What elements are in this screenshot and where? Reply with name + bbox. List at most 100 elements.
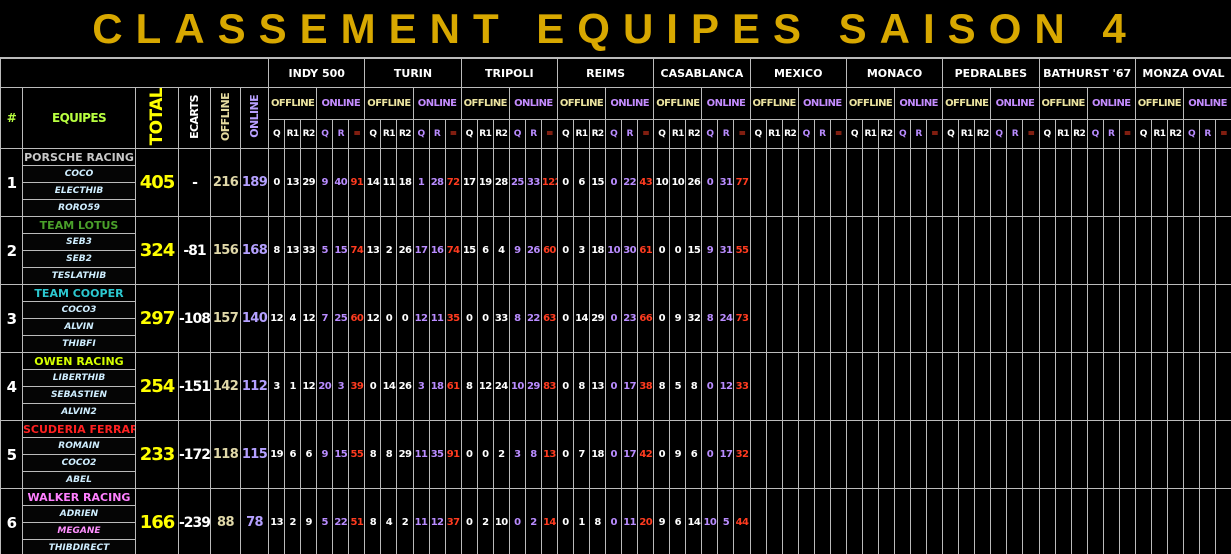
session-header: R [428, 118, 446, 150]
team-total: 233 [135, 420, 179, 490]
empty-cell [1215, 216, 1231, 286]
empty-cell [1070, 148, 1088, 218]
empty-cell [1118, 216, 1136, 286]
empty-cell [861, 488, 879, 554]
result-cell: 0 [653, 284, 671, 354]
session-header: R1 [861, 118, 879, 150]
result-cell: 14 [540, 488, 558, 554]
empty-cell [958, 284, 976, 354]
driver-name: THIBFI [22, 335, 136, 354]
result-cell: 39 [348, 352, 366, 422]
session-header: R2 [396, 118, 414, 150]
result-cell: 25 [508, 148, 526, 218]
team-offline: 216 [210, 148, 241, 218]
result-cell: 22 [332, 488, 350, 554]
empty-cell [1022, 420, 1040, 490]
result-cell: 1 [412, 148, 430, 218]
mode-header: OFFLINE [556, 87, 607, 120]
result-cell: 8 [460, 352, 478, 422]
result-cell: 17 [460, 148, 478, 218]
empty-cell [1022, 352, 1040, 422]
empty-cell [1038, 352, 1056, 422]
empty-cell [958, 352, 976, 422]
session-header: R [1198, 118, 1217, 150]
mode-header: ONLINE [797, 87, 847, 120]
empty-cell [781, 216, 799, 286]
result-cell: 2 [396, 488, 414, 554]
empty-cell [749, 148, 767, 218]
team-gap: -172 [178, 420, 211, 490]
driver-row: ALVIN2 [1, 403, 1231, 422]
empty-cell [845, 216, 863, 286]
empty-cell [1182, 148, 1201, 218]
empty-cell [1118, 284, 1136, 354]
empty-cell [813, 488, 831, 554]
empty-cell [797, 420, 815, 490]
empty-cell [974, 352, 992, 422]
result-cell: 12 [268, 284, 286, 354]
empty-cell [1198, 216, 1217, 286]
result-cell: 8 [572, 352, 591, 422]
result-cell: 72 [444, 148, 462, 218]
race-name: TRIPOLI [460, 58, 558, 88]
team-offline: 118 [210, 420, 241, 490]
mode-header: ONLINE [990, 87, 1040, 120]
result-cell: 83 [540, 352, 558, 422]
empty-cell [781, 488, 799, 554]
team-total: 297 [135, 284, 179, 354]
result-cell: 10 [669, 148, 687, 218]
empty-cell [942, 488, 960, 554]
result-cell: 15 [685, 216, 703, 286]
result-cell: 15 [589, 148, 607, 218]
result-cell: 12 [412, 284, 430, 354]
empty-cell [1198, 148, 1217, 218]
empty-cell [958, 488, 976, 554]
result-cell: 17 [621, 420, 639, 490]
result-cell: 13 [364, 216, 382, 286]
result-cell: 14 [685, 488, 703, 554]
result-cell: 11 [412, 488, 430, 554]
empty-cell [813, 420, 831, 490]
session-header: = [829, 118, 847, 150]
empty-cell [1006, 420, 1024, 490]
empty-cell [797, 284, 815, 354]
empty-cell [813, 148, 831, 218]
empty-cell [1134, 420, 1152, 490]
standings-table: INDY 500 TURIN TRIPOLI REIMS CASABLANCA MEXIC… [0, 58, 1231, 554]
empty-cell [749, 216, 767, 286]
result-cell: 30 [621, 216, 639, 286]
result-cell: 77 [733, 148, 751, 218]
team-name: WALKER RACING [22, 488, 136, 507]
empty-cell [1182, 488, 1201, 554]
race-name: MEXICO [749, 58, 847, 88]
empty-cell [942, 284, 960, 354]
driver-row: ALVIN [1, 318, 1231, 337]
result-cell: 9 [669, 284, 687, 354]
session-header: R [1006, 118, 1024, 150]
result-cell: 3 [508, 420, 526, 490]
result-cell: 4 [492, 216, 510, 286]
session-header: Q [556, 118, 575, 150]
session-header: R2 [685, 118, 703, 150]
result-cell: 0 [460, 284, 478, 354]
driver-name: ALVIN2 [22, 403, 136, 422]
result-cell: 0 [268, 148, 286, 218]
header-row: INDY 500 TURIN TRIPOLI REIMS CASABLANCA MEXIC… [0, 58, 1231, 88]
result-cell: 22 [524, 284, 542, 354]
empty-cell [781, 284, 799, 354]
empty-cell [1166, 148, 1184, 218]
empty-cell [1150, 216, 1168, 286]
empty-cell [990, 420, 1008, 490]
result-cell: 2 [524, 488, 542, 554]
driver-name: THIBDIRECT [22, 539, 136, 554]
result-cell: 0 [556, 284, 575, 354]
result-cell: 9 [669, 420, 687, 490]
driver-name: MEGANE [22, 522, 136, 541]
empty-cell [974, 420, 992, 490]
team-rank: 1 [0, 148, 23, 218]
empty-cell [1054, 488, 1072, 554]
result-cell: 10 [701, 488, 719, 554]
result-cell: 74 [444, 216, 462, 286]
result-cell: 73 [733, 284, 751, 354]
result-cell: 2 [476, 488, 494, 554]
